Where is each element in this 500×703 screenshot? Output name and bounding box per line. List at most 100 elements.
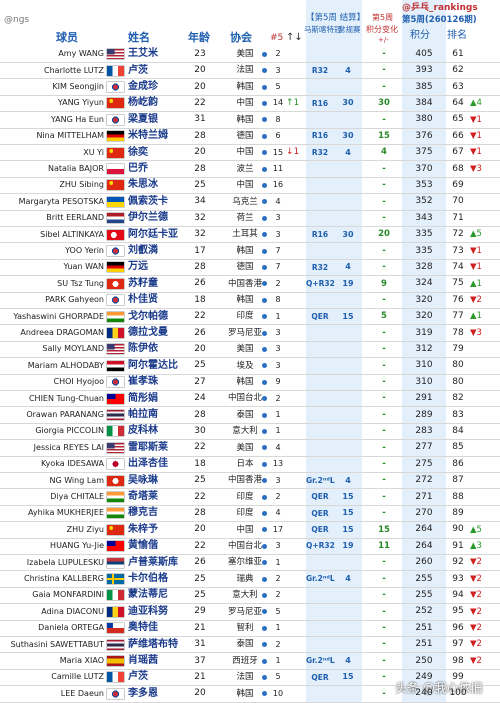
row-line bbox=[0, 340, 500, 342]
flag bbox=[107, 574, 124, 584]
association: 罗马尼亚 bbox=[227, 327, 262, 338]
rank-change: ▼2 bbox=[470, 639, 482, 650]
points-change: - bbox=[382, 639, 386, 650]
association: 韩国 bbox=[236, 245, 254, 256]
row-line bbox=[0, 143, 500, 145]
age: 22 bbox=[194, 491, 206, 502]
regular-points: 30 bbox=[342, 131, 354, 141]
name: 穆克吉 bbox=[128, 507, 158, 519]
points-change: - bbox=[382, 344, 386, 355]
points-change: - bbox=[382, 409, 386, 420]
dot bbox=[262, 625, 267, 631]
player: LEE Daeun bbox=[60, 688, 104, 698]
name: 出泽杏佳 bbox=[128, 458, 168, 470]
week-number: 6 bbox=[275, 131, 281, 141]
age: 26 bbox=[194, 278, 206, 289]
name: 卢普莱斯库 bbox=[128, 556, 178, 568]
points: 240 bbox=[415, 688, 433, 699]
player: NG Wing Lam bbox=[49, 475, 104, 485]
event-stage: R16 bbox=[311, 98, 329, 108]
event-stage: QER bbox=[311, 492, 329, 502]
rank: 98 bbox=[452, 655, 464, 666]
rank: 91 bbox=[452, 540, 464, 551]
points: 251 bbox=[415, 622, 433, 633]
points: 277 bbox=[415, 442, 433, 453]
row-line bbox=[0, 127, 500, 128]
name: 朴佳贤 bbox=[128, 294, 158, 306]
dot bbox=[262, 658, 267, 664]
event-stage: Gr.2ⁿᵈL bbox=[306, 656, 335, 666]
association: 埃及 bbox=[236, 360, 254, 371]
name: 刘叡潾 bbox=[128, 245, 158, 256]
name: 王艾米 bbox=[128, 48, 158, 60]
points-change: - bbox=[382, 294, 386, 305]
points: 353 bbox=[415, 179, 433, 190]
event-stage: QER bbox=[311, 508, 329, 518]
week-move: ↑1 bbox=[286, 97, 300, 108]
regular-points: 4 bbox=[345, 475, 351, 485]
flag bbox=[107, 82, 124, 92]
regular-points: 30 bbox=[342, 98, 354, 108]
points: 384 bbox=[415, 97, 433, 108]
dot bbox=[262, 396, 267, 402]
rank: 69 bbox=[452, 179, 464, 190]
flag bbox=[107, 672, 124, 683]
player: ZHU Ziyu bbox=[66, 524, 104, 534]
association: 美国 bbox=[236, 48, 254, 59]
flag bbox=[107, 147, 124, 158]
event-stage: QER bbox=[311, 672, 329, 682]
player: Giorgia PICCOLIN bbox=[35, 426, 104, 436]
age: 18 bbox=[194, 294, 206, 305]
points-change: 30 bbox=[378, 98, 390, 109]
rank-change: ▲1 bbox=[470, 311, 482, 322]
rank: 76 bbox=[452, 294, 464, 305]
week-number: 4 bbox=[275, 196, 281, 206]
hdr-points: 积分 bbox=[410, 30, 430, 41]
flag bbox=[107, 196, 124, 207]
name: 卢茨 bbox=[128, 671, 148, 683]
change-title: 积分变化 bbox=[366, 25, 398, 34]
points-change: - bbox=[382, 508, 386, 519]
regular-points: 19 bbox=[342, 278, 354, 288]
association: 土耳其 bbox=[232, 229, 258, 240]
event-stage: R32 bbox=[311, 147, 329, 157]
rank: 84 bbox=[452, 425, 464, 436]
week-number: 3 bbox=[275, 360, 281, 370]
points-change: 15 bbox=[378, 524, 390, 535]
points: 324 bbox=[415, 278, 433, 289]
association: 乌克兰 bbox=[232, 196, 258, 207]
dot bbox=[262, 297, 267, 303]
flag bbox=[107, 606, 124, 617]
row-line bbox=[0, 635, 500, 637]
week-number: 15 bbox=[272, 147, 284, 157]
row-line bbox=[0, 553, 500, 555]
rank-change: ▼1 bbox=[470, 114, 482, 125]
points-change: - bbox=[382, 475, 386, 486]
rank-change: ▲3 bbox=[470, 540, 482, 551]
association: 罗马尼亚 bbox=[227, 606, 262, 617]
rank: 74 bbox=[452, 261, 464, 272]
points-change: 4 bbox=[381, 147, 387, 158]
week-number: 1 bbox=[275, 557, 281, 567]
flag bbox=[107, 475, 124, 486]
association: 日本 bbox=[236, 458, 254, 469]
association: 中国 bbox=[236, 180, 254, 191]
dot bbox=[262, 379, 267, 385]
rank: 67 bbox=[452, 147, 464, 158]
rank-change: ▲1 bbox=[470, 278, 482, 289]
row-line bbox=[0, 537, 500, 538]
points-change: - bbox=[382, 491, 386, 502]
name: 迪亚科努 bbox=[128, 605, 168, 617]
flag bbox=[107, 459, 124, 470]
rank: 63 bbox=[452, 81, 464, 92]
row-line bbox=[0, 570, 500, 571]
flag bbox=[107, 131, 124, 142]
age: 20 bbox=[194, 65, 206, 76]
hdr-player: 球员 bbox=[56, 31, 78, 44]
issue: 第5周(260126期) bbox=[402, 15, 477, 25]
age: 32 bbox=[194, 212, 206, 223]
points: 319 bbox=[415, 327, 433, 338]
age: 22 bbox=[194, 540, 206, 551]
points-change: - bbox=[382, 606, 386, 617]
week-number: 8 bbox=[275, 114, 281, 124]
